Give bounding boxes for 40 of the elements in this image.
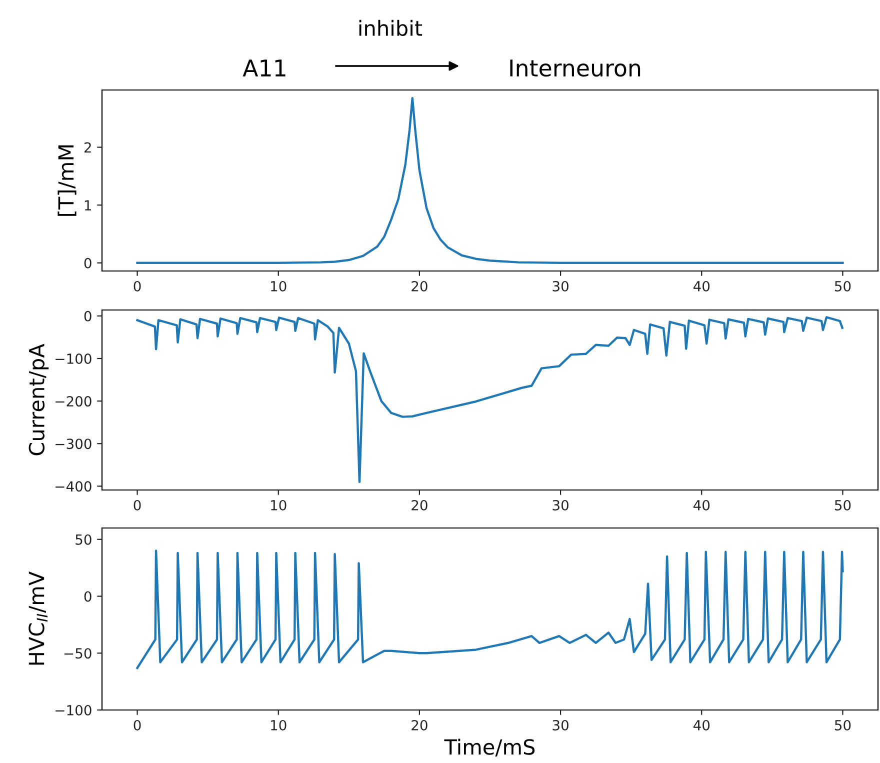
text: A11 [242,60,286,76]
x-tick-label: 20 [412,500,428,510]
y-tick-label: −300 [56,438,92,450]
x-tick-label: 0 [134,280,141,292]
x-tick-label: 30 [552,280,568,292]
x-tick-label: 30 [552,500,568,510]
y-tick-label: 2 [84,142,91,153]
x-tick-label: 0 [134,500,141,510]
text: inhibit [359,20,422,36]
y-axis-title: [T]/mM [58,145,76,216]
line-series [136,550,844,670]
text: Interneuron [510,60,640,77]
y-tick-label: −200 [56,396,92,407]
line-series [136,316,844,484]
x-tick-label: 30 [552,720,568,730]
x-tick-label: 0 [134,720,141,730]
y-tick-label: −100 [56,353,92,364]
x-tick-label: 10 [271,720,286,730]
x-tick-label: 50 [834,280,851,292]
y-tick-label: −50 [64,648,92,659]
x-tick-label: 40 [693,500,710,510]
x-axis-title: Time/mS [444,738,535,756]
x-tick-label: 20 [412,280,428,292]
y-tick-label: 50 [76,534,92,545]
x-tick-label: 10 [271,500,286,510]
x-tick-label: 10 [271,280,286,292]
y-axis-title: HVC$_{II}$/mV [28,571,48,665]
y-axis-title: Current/pA [28,344,49,456]
x-tick-label: 40 [693,280,710,292]
x-tick-label: 50 [834,500,851,510]
y-tick-label: 0 [84,258,92,268]
line-series [136,96,844,264]
y-tick-label: −100 [56,704,92,716]
y-tick-label: 0 [84,591,92,602]
y-tick-label: 0 [84,310,92,322]
y-tick-label: −400 [56,481,92,492]
x-tick-label: 40 [693,720,710,730]
x-tick-label: 50 [834,720,851,730]
x-tick-label: 20 [412,720,428,730]
y-tick-label: 1 [84,200,91,210]
